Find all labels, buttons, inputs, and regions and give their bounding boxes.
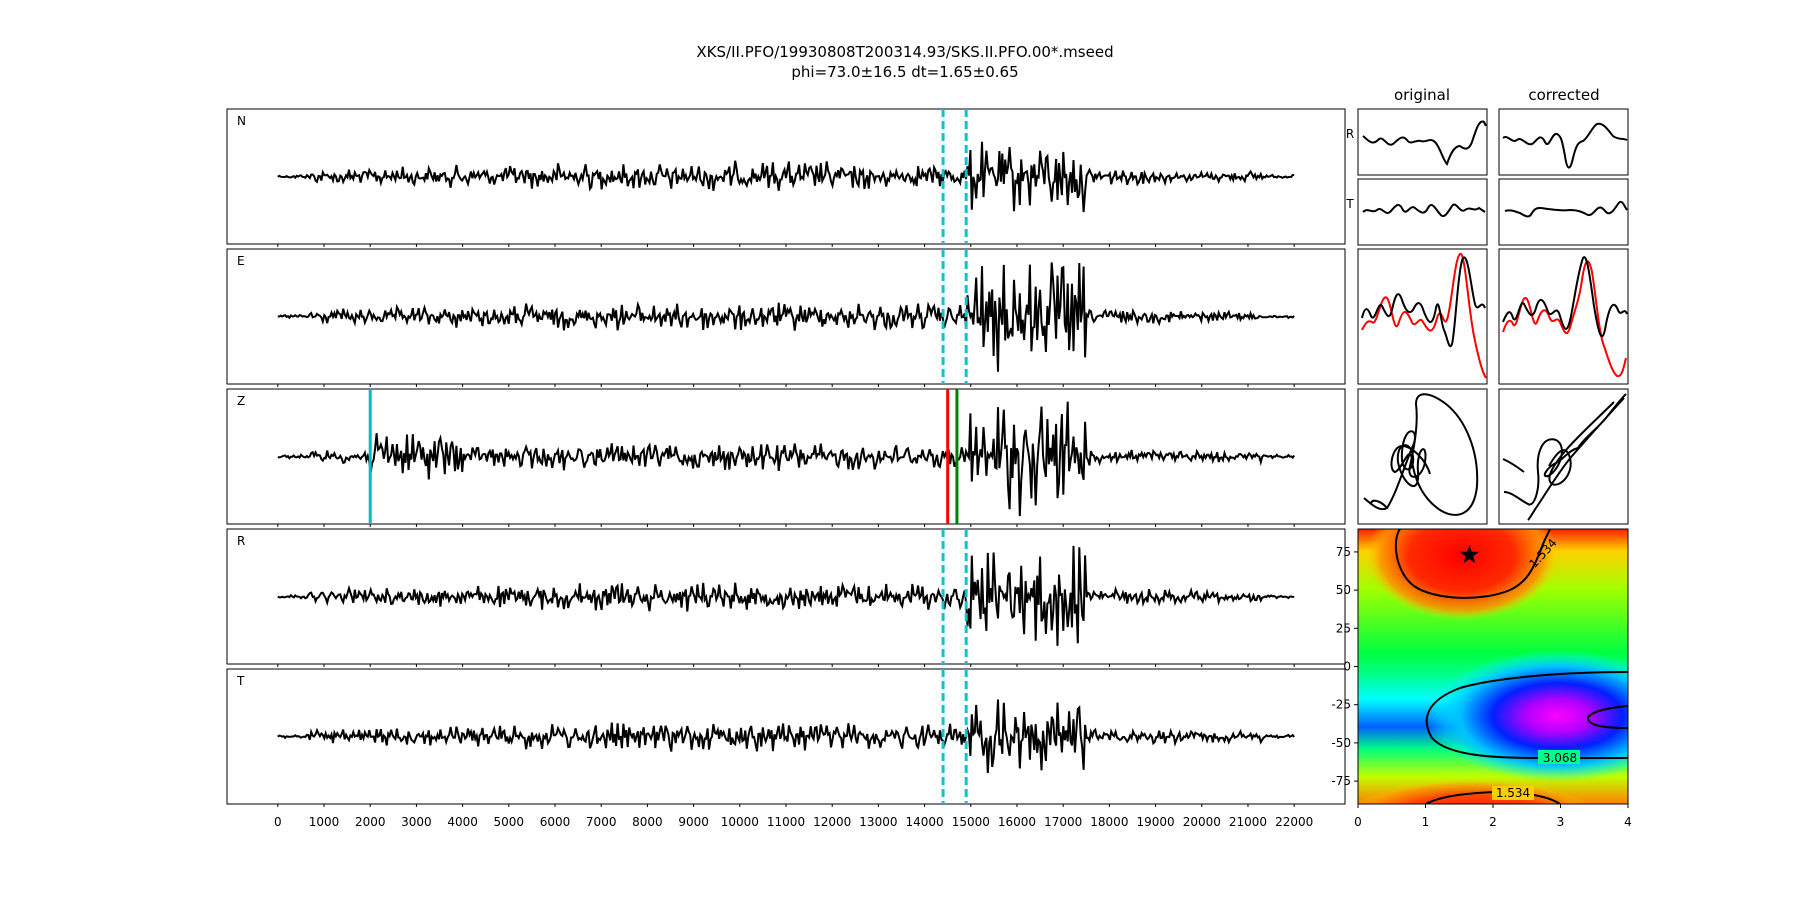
x-tick-label: 4000 <box>447 815 478 829</box>
seismogram-panels: N E Z R T <box>226 108 1346 807</box>
heatmap-y-tick-label: -25 <box>1331 698 1351 712</box>
heatmap-y-tick-label: 25 <box>1336 621 1351 635</box>
trace-corrected-r <box>1502 122 1628 169</box>
x-tick-label: 1000 <box>309 815 340 829</box>
heatmap-x-tick-label: 1 <box>1422 815 1430 829</box>
best-fit-star <box>1459 545 1479 564</box>
trace-corrected-e-red <box>1502 260 1627 378</box>
x-tick-label: 7000 <box>586 815 617 829</box>
x-tick-label: 19000 <box>1136 815 1174 829</box>
panel-label-r: R <box>237 534 245 548</box>
seismogram-panel-e: E <box>226 248 1346 387</box>
heatmap-y-tick-label: 50 <box>1336 583 1351 597</box>
trace-original-t <box>1362 203 1486 218</box>
particle-motion-corrected <box>1502 393 1627 521</box>
x-tick-label: 20000 <box>1183 815 1221 829</box>
x-tick-label: 12000 <box>813 815 851 829</box>
trace-e <box>277 262 1295 372</box>
heatmap-x-tick-label: 4 <box>1624 815 1632 829</box>
x-tick-label: 15000 <box>952 815 990 829</box>
contour-inner <box>1586 705 1628 729</box>
panel-label-n: N <box>237 114 246 128</box>
seismogram-x-axis: 0 1000 2000 3000 4000 5000 6000 7000 8000 9000 100… <box>274 815 1313 829</box>
x-tick-label: 5000 <box>494 815 525 829</box>
panel-original-t <box>1357 178 1488 246</box>
x-tick-label: 10000 <box>721 815 759 829</box>
trace-t <box>277 699 1295 774</box>
x-tick-label: 16000 <box>998 815 1036 829</box>
panel-corrected-t <box>1498 178 1629 246</box>
heatmap-y-tick-label: 0 <box>1343 660 1351 674</box>
heatmap-x-tick-label: 2 <box>1489 815 1497 829</box>
contour-top <box>1394 529 1551 599</box>
x-tick-label: 17000 <box>1044 815 1082 829</box>
panel-corrected-particle-motion <box>1498 388 1629 525</box>
rt-comparison-panels: R T <box>1345 108 1629 525</box>
trace-corrected-t <box>1504 200 1628 218</box>
figure-subtitle: phi=73.0±16.5 dt=1.65±0.65 <box>791 63 1018 81</box>
heatmap-red-region <box>1366 529 1558 620</box>
particle-motion-original <box>1363 393 1479 516</box>
panel-label-t: T <box>236 674 245 688</box>
x-tick-label: 6000 <box>540 815 571 829</box>
panel-original-r <box>1357 108 1488 176</box>
heatmap-y-tick-label: -75 <box>1331 774 1351 788</box>
heatmap-x-tick-label: 0 <box>1354 815 1362 829</box>
heatmap-bottom-region <box>1358 780 1589 804</box>
panel-label-z: Z <box>237 394 245 408</box>
seismogram-panel-t: T <box>226 668 1346 807</box>
seismogram-panel-r: R <box>226 528 1346 667</box>
contour-label-middle: 3.068 <box>1543 751 1577 765</box>
x-tick-label: 9000 <box>678 815 709 829</box>
column-title-original: original <box>1394 86 1450 104</box>
trace-z <box>277 401 1296 517</box>
heatmap-axes: 0 1 2 3 4 75 50 25 0 -25 -50 -75 <box>1331 545 1631 829</box>
heatmap-y-tick-label: -50 <box>1331 736 1351 750</box>
row-label-t: T <box>1345 197 1354 211</box>
panel-corrected-e-comparison <box>1498 248 1629 385</box>
panel-original-particle-motion <box>1357 388 1488 525</box>
x-tick-label: 18000 <box>1090 815 1128 829</box>
trace-corrected-e-black <box>1502 256 1628 338</box>
trace-original-e-red <box>1361 252 1487 379</box>
seismogram-panel-z: Z <box>226 388 1346 527</box>
heatmap-x-tick-label: 3 <box>1557 815 1565 829</box>
x-tick-label: 3000 <box>401 815 432 829</box>
heatmap-y-tick-label: 75 <box>1336 545 1351 559</box>
x-tick-label: 21000 <box>1229 815 1267 829</box>
figure-title: XKS/II.PFO/19930808T200314.93/SKS.II.PFO… <box>696 43 1113 61</box>
column-title-corrected: corrected <box>1528 86 1599 104</box>
panel-original-e-comparison <box>1357 248 1488 385</box>
x-tick-label: 13000 <box>859 815 897 829</box>
trace-original-r <box>1362 120 1487 166</box>
x-tick-label: 8000 <box>632 815 663 829</box>
x-tick-label: 14000 <box>906 815 944 829</box>
panel-label-e: E <box>237 254 245 268</box>
row-label-r: R <box>1346 127 1354 141</box>
panel-corrected-r <box>1498 108 1629 176</box>
seismogram-panel-n: N <box>226 108 1346 247</box>
trace-r <box>277 545 1295 646</box>
best-fit-star-marker <box>1459 545 1479 564</box>
x-tick-label: 22000 <box>1275 815 1313 829</box>
x-tick-label: 2000 <box>355 815 386 829</box>
x-tick-label: 11000 <box>767 815 805 829</box>
x-tick-label: 0 <box>274 815 282 829</box>
trace-n <box>277 141 1295 213</box>
contour-label-bottom: 1.534 <box>1496 786 1530 800</box>
trace-original-e-black <box>1361 256 1486 348</box>
